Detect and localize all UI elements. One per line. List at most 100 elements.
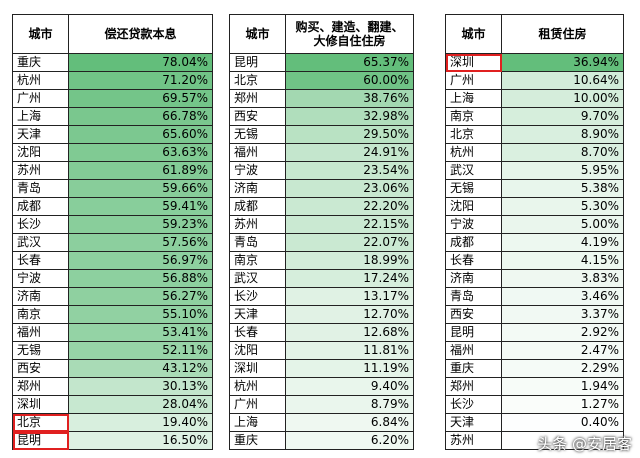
city-cell: 西安 xyxy=(229,107,286,126)
city-cell: 南京 xyxy=(12,305,69,324)
percent-cell: 6.84% xyxy=(285,413,414,432)
city-cell: 上海 xyxy=(229,413,286,432)
city-cell: 昆明 xyxy=(229,53,286,72)
city-cell: 长春 xyxy=(229,323,286,342)
table-row: 成都 22.20% xyxy=(229,197,414,216)
table-row: 长春 4.15% xyxy=(445,251,624,270)
table-row: 天津 0.40% xyxy=(445,413,624,432)
table-row: 广州 8.79% xyxy=(229,395,414,414)
table-row: 南京 55.10% xyxy=(12,305,213,324)
table-row: 武汉 17.24% xyxy=(229,269,414,288)
table-row: 苏州 xyxy=(445,431,624,450)
table-row: 广州 10.64% xyxy=(445,71,624,90)
table-row: 昆明 2.92% xyxy=(445,323,624,342)
city-cell: 北京 xyxy=(12,413,69,432)
percent-cell: 12.68% xyxy=(285,323,414,342)
city-cell: 广州 xyxy=(229,395,286,414)
city-header: 城市 xyxy=(12,14,69,54)
table-row: 无锡 52.11% xyxy=(12,341,213,360)
percent-cell: 3.46% xyxy=(501,287,624,306)
percent-cell: 43.12% xyxy=(68,359,213,378)
table-body: 重庆 78.04% 杭州 71.20% 广州 69.57% 上海 66.78% 天津 65.60%… xyxy=(12,53,213,450)
city-cell: 武汉 xyxy=(445,161,502,180)
percent-cell: 23.06% xyxy=(285,179,414,198)
city-cell: 沈阳 xyxy=(12,143,69,162)
table-row: 西安 3.37% xyxy=(445,305,624,324)
city-cell: 无锡 xyxy=(445,179,502,198)
table-row: 福州 2.47% xyxy=(445,341,624,360)
city-cell: 西安 xyxy=(12,359,69,378)
table-row: 济南 3.83% xyxy=(445,269,624,288)
percent-cell: 9.40% xyxy=(285,377,414,396)
city-cell: 苏州 xyxy=(445,431,502,450)
table-row: 长沙 13.17% xyxy=(229,287,414,306)
city-cell: 杭州 xyxy=(229,377,286,396)
table-row: 苏州 22.15% xyxy=(229,215,414,234)
city-cell: 重庆 xyxy=(12,53,69,72)
table-row: 福州 24.91% xyxy=(229,143,414,162)
percent-cell: 18.99% xyxy=(285,251,414,270)
table-row: 郑州 30.13% xyxy=(12,377,213,396)
percent-cell: 22.07% xyxy=(285,233,414,252)
table-row: 郑州 1.94% xyxy=(445,377,624,396)
percent-cell: 69.57% xyxy=(68,89,213,108)
percent-cell: 56.97% xyxy=(68,251,213,270)
percent-cell: 30.13% xyxy=(68,377,213,396)
city-cell: 宁波 xyxy=(229,161,286,180)
table-row: 南京 9.70% xyxy=(445,107,624,126)
city-cell: 郑州 xyxy=(229,89,286,108)
loan-repayment-table: 城市 偿还贷款本息 重庆 78.04% 杭州 71.20% 广州 69.57% 上海 66.7… xyxy=(12,14,213,450)
percent-cell: 61.89% xyxy=(68,161,213,180)
city-cell: 福州 xyxy=(12,323,69,342)
table-row: 北京 8.90% xyxy=(445,125,624,144)
table-row: 长春 56.97% xyxy=(12,251,213,270)
percent-cell: 1.94% xyxy=(501,377,624,396)
percent-cell: 13.17% xyxy=(285,287,414,306)
percent-cell: 57.56% xyxy=(68,233,213,252)
percent-cell: 5.38% xyxy=(501,179,624,198)
percent-cell: 53.41% xyxy=(68,323,213,342)
percent-cell: 63.63% xyxy=(68,143,213,162)
table-row: 重庆 78.04% xyxy=(12,53,213,72)
percent-cell: 5.95% xyxy=(501,161,624,180)
percent-cell: 78.04% xyxy=(68,53,213,72)
percent-cell: 4.19% xyxy=(501,233,624,252)
table-row: 福州 53.41% xyxy=(12,323,213,342)
percent-cell: 29.50% xyxy=(285,125,414,144)
table-row: 郑州 38.76% xyxy=(229,89,414,108)
city-cell: 昆明 xyxy=(12,431,69,450)
table-row: 成都 59.41% xyxy=(12,197,213,216)
rental-housing-header: 租赁住房 xyxy=(501,14,624,54)
table-row: 长沙 1.27% xyxy=(445,395,624,414)
percent-cell: 2.47% xyxy=(501,341,624,360)
city-cell: 郑州 xyxy=(445,377,502,396)
table-row: 青岛 22.07% xyxy=(229,233,414,252)
city-cell: 青岛 xyxy=(445,287,502,306)
city-cell: 深圳 xyxy=(229,359,286,378)
percent-cell: 52.11% xyxy=(68,341,213,360)
table-row: 广州 69.57% xyxy=(12,89,213,108)
city-cell: 郑州 xyxy=(12,377,69,396)
percent-cell: 10.00% xyxy=(501,89,624,108)
table-row: 杭州 71.20% xyxy=(12,71,213,90)
city-header: 城市 xyxy=(445,14,502,54)
table-row: 北京 19.40% xyxy=(12,413,213,432)
city-cell: 北京 xyxy=(229,71,286,90)
city-cell: 天津 xyxy=(445,413,502,432)
table-row: 深圳 11.19% xyxy=(229,359,414,378)
city-cell: 济南 xyxy=(12,287,69,306)
percent-cell: 8.79% xyxy=(285,395,414,414)
city-cell: 重庆 xyxy=(229,431,286,450)
table-row: 南京 18.99% xyxy=(229,251,414,270)
city-cell: 苏州 xyxy=(12,161,69,180)
city-cell: 昆明 xyxy=(445,323,502,342)
percent-cell: 56.88% xyxy=(68,269,213,288)
percent-cell: 56.27% xyxy=(68,287,213,306)
percent-cell: 59.23% xyxy=(68,215,213,234)
city-cell: 天津 xyxy=(12,125,69,144)
percent-cell: 9.70% xyxy=(501,107,624,126)
city-cell: 无锡 xyxy=(12,341,69,360)
percent-cell: 32.98% xyxy=(285,107,414,126)
table-row: 苏州 61.89% xyxy=(12,161,213,180)
table-row: 重庆 6.20% xyxy=(229,431,414,450)
